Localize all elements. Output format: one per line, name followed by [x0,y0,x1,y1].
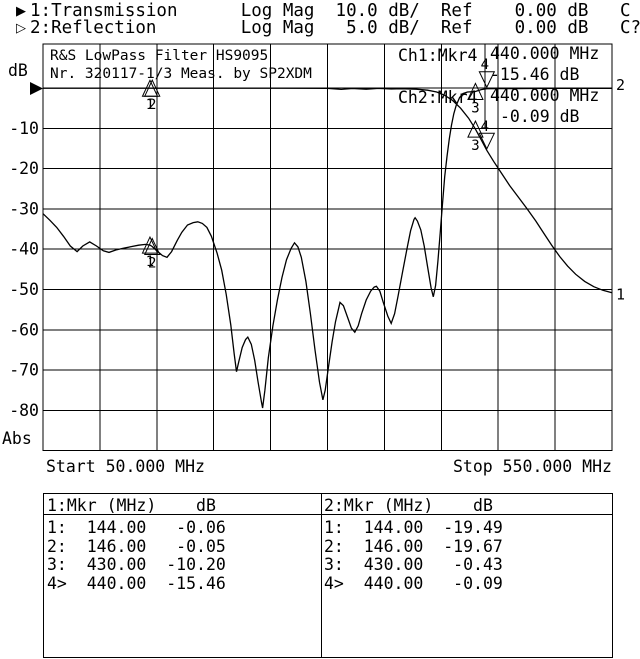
y-tick-label: -50 [9,280,39,299]
y-axis-tick-labels: -10 -20 -30 -40 -50 -60 -70 -80 [9,119,39,420]
marker-table-row: 4> 440.00 -15.46 [47,573,226,593]
marker-2-label: 2 [148,256,156,272]
y-tick-label: -40 [9,240,39,259]
x-axis-start-label: Start 50.000 MHz [46,457,205,476]
chart-title: R&S LowPass Filter HS9095 [50,48,268,64]
ch1-marker-value: -15.46 dB [490,65,579,84]
trace-ch2-reflection [42,87,613,409]
trace-end-label-ch2: 2 [616,76,625,94]
ch1-marker-table-header: 1:Mkr (MHz) dB [47,496,216,515]
marker-table-row: 3: 430.00 -0.43 [324,555,503,575]
marker-2-ch1-icon [143,79,161,97]
marker-3-ch1-icon [467,119,484,138]
chart-subtitle: Nr. 320117-1/3 Meas. by SP2XDM [50,66,312,82]
y-tick-label: -70 [9,361,39,380]
marker-3-label: 3 [471,138,479,154]
ch2-marker-table-rows: 1: 144.00 -19.49 2: 146.00 -19.67 3: 430.0… [324,518,503,593]
ch2-marker-table-header: 2:Mkr (MHz) dB [324,496,493,515]
y-tick-label: -30 [9,199,39,218]
x-axis-stop-label: Stop 550.000 MHz [453,457,612,476]
ref-level-arrow-icon [30,82,43,95]
marker-table-row: 2: 146.00 -0.05 [47,536,226,556]
marker-4-ch2-active-icon [478,71,496,89]
marker-1-ch2-icon [141,235,159,254]
y-axis-bottom-label: Abs [2,429,32,448]
y-tick-label: -60 [9,320,39,339]
marker-4-label: 4 [481,57,489,73]
ch1-active-channel-arrow-icon: ▶ [16,4,26,19]
y-axis-unit-label: dB [8,61,28,80]
ch2-settings-line: 2:Reflection Log Mag 5.0 dB/ Ref 0.00 dB… [30,18,640,38]
marker-table-row: 4> 440.00 -0.09 [324,573,503,593]
ch2-readout-label: Ch2:Mkr4 [398,88,478,107]
y-tick-label: -10 [9,119,39,138]
marker-1-label: 1 [146,254,154,270]
ch2-marker-frequency: 440.000 MHz [490,86,599,105]
ch2-settings-row: ▷ 2:Reflection Log Mag 5.0 dB/ Ref 0.00 … [0,18,640,38]
ch1-marker-table-rows: 1: 144.00 -0.06 2: 146.00 -0.05 3: 430.00 … [47,518,226,593]
marker-2-ch2-icon [143,237,161,256]
ch1-readout-label: Ch1:Mkr4 [398,46,478,65]
ch2-channel-arrow-icon: ▷ [16,21,26,36]
marker-table-header-separator [44,514,612,515]
marker-table-row: 2: 146.00 -19.67 [324,536,503,556]
trace-end-label-ch1: 1 [616,286,625,304]
ch2-marker-value: -0.09 dB [500,107,580,126]
trace-number-labels: 12 [616,76,625,304]
ch1-settings-row: ▶ 1:Transmission Log Mag 10.0 dB/ Ref 0.… [0,1,640,21]
marker-4-ch1-active-icon [478,132,496,150]
y-tick-label: -20 [9,159,39,178]
marker-table-row: 3: 430.00 -10.20 [47,555,226,575]
grid [42,43,613,452]
marker-3-label: 3 [471,100,479,116]
marker-table-divider [321,494,322,657]
y-tick-label: -80 [9,401,39,420]
marker-4-label: 4 [481,119,489,135]
marker-1-label: 1 [146,97,154,113]
traces [42,87,613,409]
marker-table-row: 1: 144.00 -19.49 [324,518,503,537]
marker-table-row: 1: 144.00 -0.06 [47,518,226,537]
marker-table-panel: 1:Mkr (MHz) dB 2:Mkr (MHz) dB 1: 144.00 … [43,493,613,658]
marker-2-label: 2 [148,97,156,113]
ch1-settings-line: 1:Transmission Log Mag 10.0 dB/ Ref 0.00… [30,1,631,21]
ch1-marker-frequency: 440.000 MHz [490,44,599,63]
marker-3-ch2-icon [467,82,484,100]
